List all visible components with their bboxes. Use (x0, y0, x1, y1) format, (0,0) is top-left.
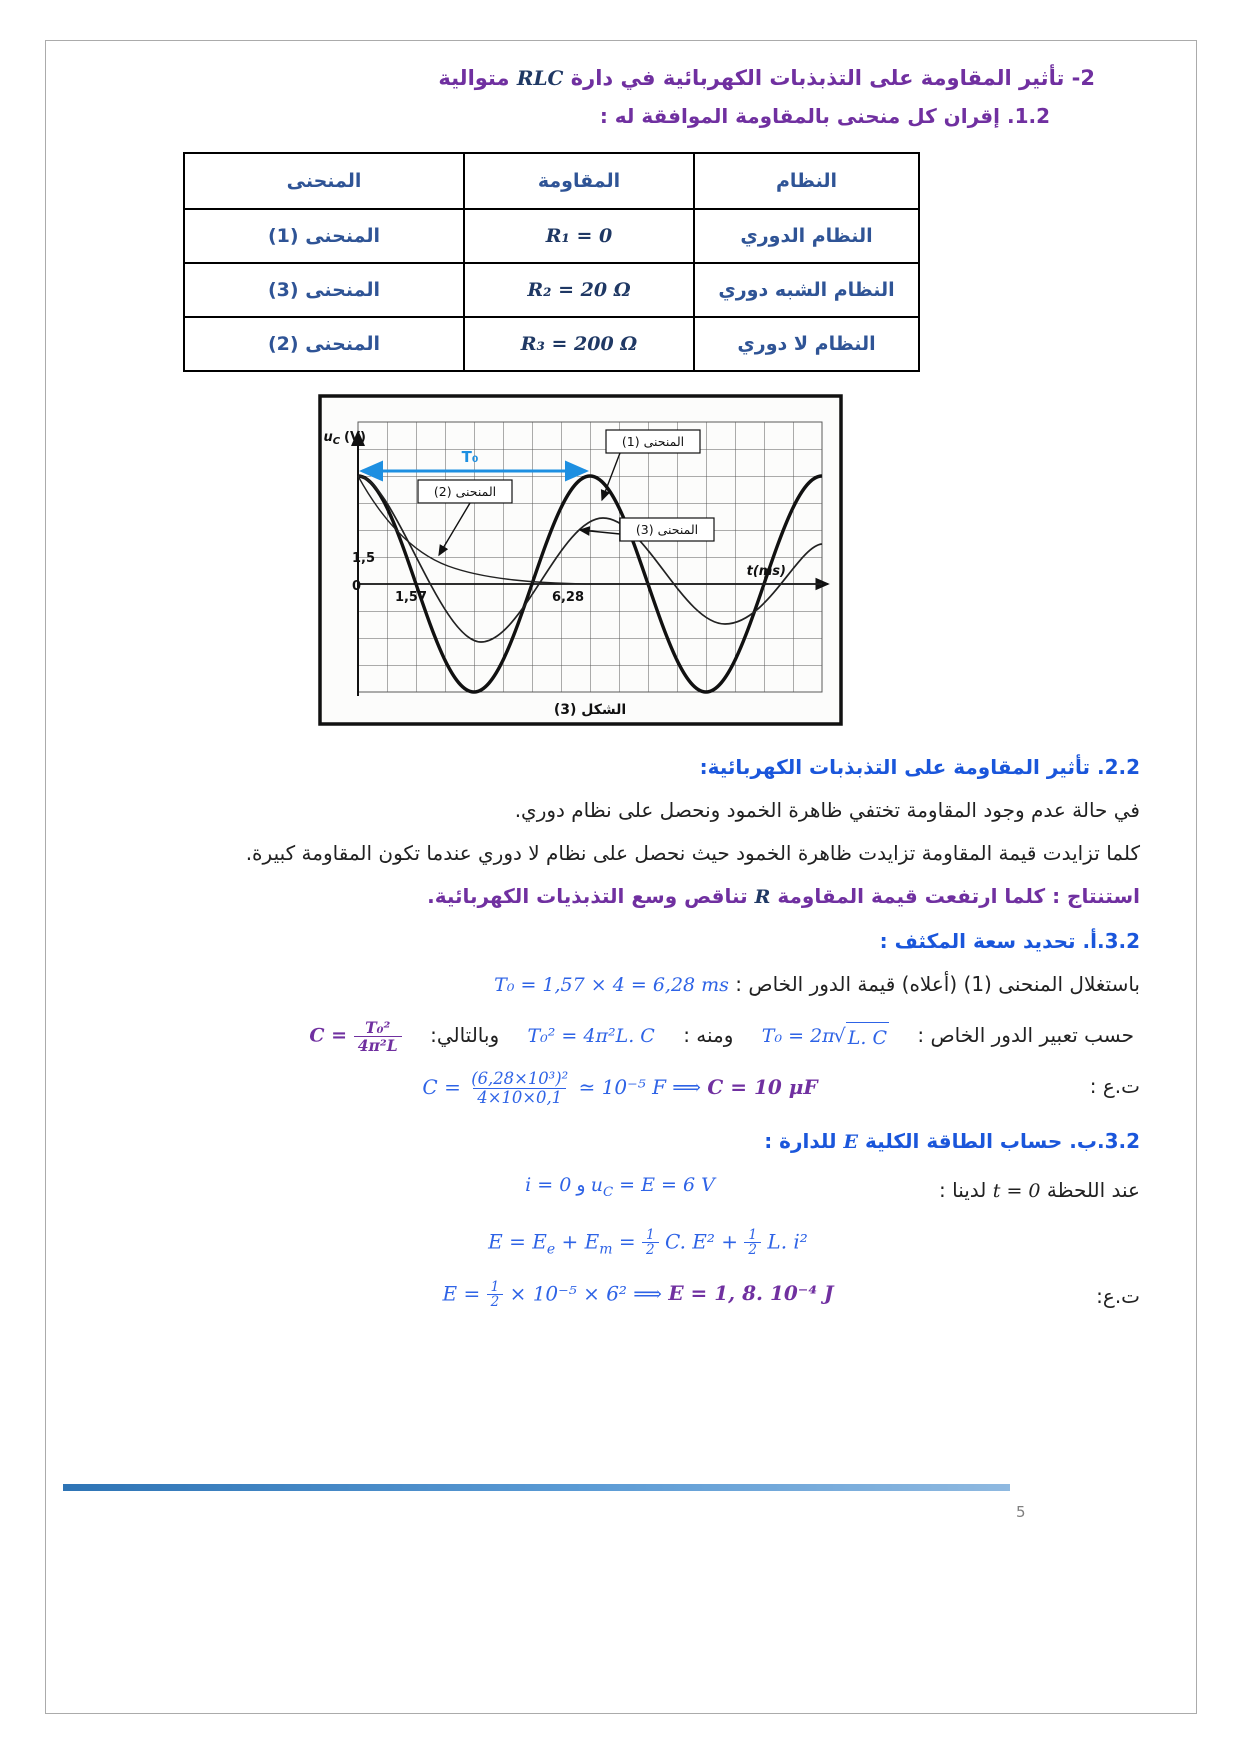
figure-3: T₀ uC (V) t(ms) 1,5 0 1,57 6,28 المنحنى (… (318, 394, 843, 726)
section-3-2-a-heading: 3.2.أ. تحديد سعة المكثف : (879, 929, 1140, 954)
heading-text-pre: 2- تأثير المقاومة على التذبذبات الكهربائ… (563, 66, 1095, 90)
y-axis-label: uC (V) (323, 430, 366, 447)
curve-2-pointer (438, 502, 471, 557)
col-header-curve: المنحنى (183, 152, 465, 210)
page-border (45, 40, 1197, 1714)
i-zero-math: i = 0 (525, 1173, 572, 1196)
period-expression-text-2: ومنه : (683, 1022, 734, 1047)
footer-divider (63, 1484, 1010, 1491)
resistance-cell: R₃ = 200 Ω (463, 316, 695, 372)
period-value-line: باستغلال المنحنى (1) (أعلاه) قيمة الدور … (100, 969, 1140, 1000)
section-2-2-heading: 2.2. تأثير المقاومة على التذبذبات الكهرب… (699, 755, 1140, 779)
energy-symbol-math: E (843, 1131, 858, 1154)
period-value-math: T₀ = 1,57 × 4 = 6,28 ms (494, 974, 729, 997)
curve-1-periodic (357, 474, 823, 694)
capacitance-calculation-row: ت.ع : C = (6,28×10³)² 4×10×0,1 ≃ 10⁻⁵ F ⟹… (100, 1070, 1140, 1110)
table-row: النظام لا دوري R₃ = 200 Ω المنحنى (2) (183, 316, 920, 372)
curve-1-label-box (605, 429, 701, 454)
section-1-2-heading: 1.2. إقران كل منحنى بالمقاومة الموافقة ل… (599, 104, 1050, 128)
tick-0: 0 (352, 579, 361, 594)
conclusion-post: تناقص وسع التذبذيات الكهربائية. (427, 884, 755, 908)
curve-2-label-box (417, 479, 513, 504)
col-header-resistance: المقاومة (463, 152, 695, 210)
energy-result: E = 1, 8. 10⁻⁴ J (668, 1280, 834, 1305)
curve-3-pointer (578, 526, 621, 536)
numeric-application-label-2: ت.ع: (1096, 1283, 1140, 1308)
resistance-value: R₃ = 200 Ω (520, 333, 638, 355)
curve-cell: المنحنى (3) (183, 262, 465, 318)
resistance-cell: R₁ = 0 (463, 208, 695, 264)
resistance-cell: R₂ = 20 Ω (463, 262, 695, 318)
resistance-value: R₁ = 0 (545, 225, 613, 247)
resistance-value: R₂ = 20 Ω (527, 279, 631, 301)
period-formula-math: T₀ = 2π √ L. C (762, 1021, 889, 1053)
period-expression-text-3: وبالتالي: (430, 1022, 500, 1047)
heading-rlc-math: RLC (516, 66, 564, 90)
arabic-and: و (576, 1173, 586, 1196)
curve-3-label-box (619, 517, 715, 542)
conclusion-pre: استنتاج : كلما ارتفعت قيمة المقاومة (770, 884, 1140, 908)
table-header-row: النظام المقاومة المنحنى (183, 152, 920, 210)
capacitance-formula-math: C = T₀² 4π²L (309, 1019, 402, 1054)
page-number: 5 (1016, 1503, 1026, 1521)
figure-caption: الشكل (3) (554, 702, 626, 718)
regime-cell: النظام لا دوري (693, 316, 920, 372)
table-row: النظام الشبه دوري R₂ = 20 Ω المنحنى (3) (183, 262, 920, 318)
t0-label: T₀ (462, 448, 479, 466)
col-header-regime: النظام (693, 152, 920, 210)
capacitance-result: C = 10 μF (707, 1075, 818, 1100)
period-expression-text-1: حسب تعبير الدور الخاص : (917, 1022, 1134, 1047)
curve-cell: المنحنى (1) (183, 208, 465, 264)
tick-6-28: 6,28 (552, 590, 584, 605)
initial-conditions-math: uC = E = 6 V و i = 0 (525, 1174, 715, 1200)
regime-cell: النظام الشبه دوري (693, 262, 920, 318)
tick-1-57: 1,57 (395, 590, 427, 605)
uc-equals-math: uC = E = 6 V (590, 1173, 715, 1200)
section-2-heading: 2- تأثير المقاومة على التذبذبات الكهربائ… (100, 66, 1095, 90)
period-expression-line: حسب تعبير الدور الخاص : T₀ = 2π √ L. C ومن… (100, 1019, 1140, 1054)
resistance-regime-table: النظام المقاومة المنحنى النظام الدوري R₁… (183, 152, 920, 372)
paragraph-no-resistance: في حالة عدم وجود المقاومة تختفي ظاهرة ال… (514, 798, 1140, 822)
capacitance-calculation-math: C = (6,28×10³)² 4×10×0,1 ≃ 10⁻⁵ F ⟹ C = 1… (422, 1069, 818, 1108)
period-squared-math: T₀² = 4π²L. C (527, 1024, 655, 1047)
grid (357, 421, 823, 693)
curve-3-pseudo-periodic (357, 475, 823, 643)
x-axis-label: t(ms) (747, 564, 786, 579)
regime-cell: النظام الدوري (693, 208, 920, 264)
curve-cell: المنحنى (2) (183, 316, 465, 372)
t-zero-math: t = 0 (992, 1179, 1041, 1202)
page-content: 2- تأثير المقاومة على التذبذبات الكهربائ… (100, 66, 1140, 1320)
table-row: النظام الدوري R₁ = 0 المنحنى (1) (183, 208, 920, 264)
period-value-text: باستغلال المنحنى (1) (أعلاه) قيمة الدور … (728, 972, 1140, 997)
paragraph-increasing-resistance: كلما تزايدت قيمة المقاومة تزايدت ظاهرة ا… (245, 841, 1140, 865)
heading-text-post: متوالية (438, 66, 517, 90)
curve-1-pointer (600, 452, 621, 502)
initial-conditions-row: عند اللحظة t = 0 لدينا : uC = E = 6 V و … (100, 1174, 1140, 1214)
curve-3-label: المنحنى (3) (636, 522, 698, 537)
conclusion-r-math: R (754, 886, 771, 908)
curve-2-label: المنحنى (2) (434, 484, 496, 499)
curve-1-label: المنحنى (1) (622, 434, 684, 449)
section-3-2-b-heading: 3.2.ب. حساب الطاقة الكلية E للدارة : (100, 1126, 1140, 1157)
conclusion-line: استنتاج : كلما ارتفعت قيمة المقاومة R تن… (100, 881, 1140, 912)
initial-conditions-label: عند اللحظة t = 0 لدينا : (939, 1177, 1140, 1202)
numeric-application-label: ت.ع : (1089, 1074, 1140, 1099)
curve-2-aperiodic (357, 475, 822, 585)
tick-1-5: 1,5 (352, 551, 375, 566)
